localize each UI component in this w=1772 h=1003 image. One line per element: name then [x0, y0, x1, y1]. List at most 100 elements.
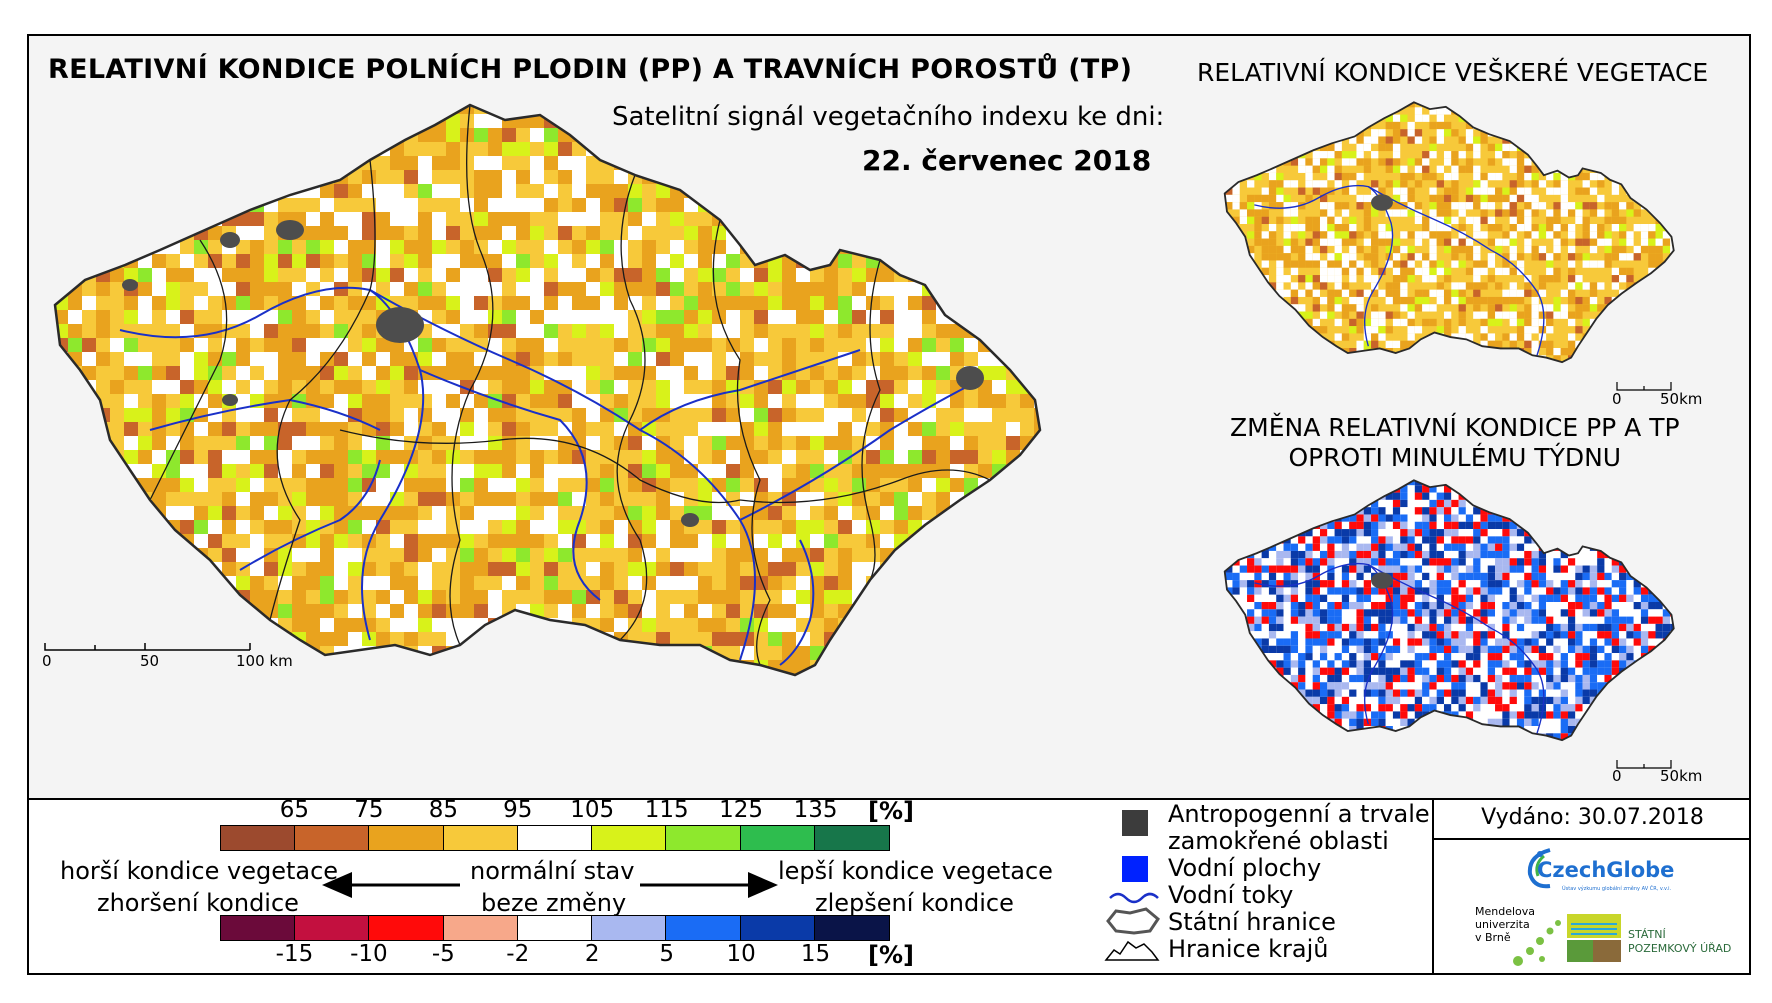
raster-cell — [1589, 499, 1598, 508]
raster-cell — [1048, 408, 1062, 422]
raster-cell — [264, 562, 278, 576]
raster-cell — [684, 352, 698, 366]
raster-cell — [208, 142, 222, 156]
raster-cell — [1582, 143, 1590, 152]
raster-cell — [684, 436, 698, 450]
raster-cell — [866, 226, 880, 240]
raster-cell — [432, 548, 446, 562]
raster-cell — [1268, 114, 1277, 122]
raster-cell — [1626, 275, 1634, 283]
raster-cell — [796, 436, 810, 450]
raster-cell — [1597, 129, 1605, 137]
raster-cell — [740, 450, 754, 464]
raster-cell — [978, 268, 992, 282]
raster-cell — [1006, 506, 1020, 520]
raster-cell — [1283, 231, 1291, 239]
raster-cell — [1319, 296, 1328, 305]
raster-cell — [824, 268, 838, 282]
raster-cell — [642, 506, 656, 520]
raster-cell — [1363, 202, 1372, 210]
raster-cell — [1655, 326, 1663, 334]
raster-cell — [138, 296, 152, 310]
raster-cell — [1327, 151, 1335, 159]
raster-cell — [1465, 550, 1474, 559]
raster-cell — [180, 590, 194, 604]
raster-cell — [1634, 370, 1641, 377]
raster-cell — [1414, 304, 1423, 312]
raster-cell — [796, 184, 810, 198]
raster-cell — [1349, 114, 1357, 122]
raster-cell — [516, 422, 530, 436]
raster-cell — [236, 352, 250, 366]
raster-cell — [824, 618, 838, 632]
raster-cell — [936, 660, 950, 674]
raster-cell — [796, 394, 810, 408]
raster-cell — [278, 114, 292, 128]
raster-cell — [1538, 224, 1547, 232]
raster-cell — [768, 436, 782, 450]
raster-cell — [1582, 260, 1590, 268]
raster-cell — [1341, 202, 1350, 210]
raster-cell — [1392, 311, 1401, 319]
raster-cell — [152, 436, 166, 450]
raster-cell — [1048, 366, 1062, 380]
raster-cell — [1407, 499, 1415, 508]
raster-cell — [1670, 348, 1674, 356]
raster-cell — [96, 352, 110, 366]
raster-cell — [698, 604, 712, 618]
raster-cell — [726, 352, 740, 366]
raster-cell — [1225, 151, 1233, 159]
raster-cell — [124, 352, 138, 366]
raster-cell — [810, 212, 824, 226]
raster-cell — [1283, 521, 1291, 530]
raster-cell — [1604, 536, 1612, 544]
raster-cell — [908, 632, 922, 646]
raster-cell — [1648, 348, 1656, 356]
raster-cell — [40, 296, 54, 310]
raster-cell — [418, 408, 432, 422]
raster-cell — [1254, 499, 1262, 508]
raster-cell — [1648, 363, 1655, 370]
raster-cell — [194, 352, 208, 366]
raster-cell — [992, 254, 1006, 268]
raster-cell — [698, 492, 712, 506]
raster-cell — [82, 436, 96, 450]
raster-cell — [1305, 580, 1313, 588]
raster-cell — [1619, 333, 1627, 341]
raster-cell — [1349, 136, 1357, 144]
raster-cell — [348, 506, 362, 520]
raster-cell — [376, 688, 390, 702]
raster-cell — [838, 506, 852, 520]
raster-cell — [96, 548, 110, 562]
raster-cell — [1451, 355, 1459, 363]
raster-cell — [1553, 238, 1561, 246]
raster-cell — [740, 394, 754, 408]
raster-cell — [922, 618, 936, 632]
raster-cell — [40, 324, 54, 338]
raster-cell — [1502, 296, 1510, 305]
raster-cell — [1378, 129, 1386, 137]
raster-cell — [40, 478, 54, 492]
raster-cell — [334, 520, 348, 534]
raster-cell — [1604, 558, 1612, 566]
raster-cell — [166, 226, 180, 240]
raster-cell — [1341, 151, 1350, 159]
raster-cell — [1334, 543, 1342, 551]
raster-cell — [1414, 572, 1423, 581]
raster-cell — [1268, 187, 1277, 195]
raster-cell — [1385, 209, 1393, 217]
raster-cell — [712, 464, 726, 478]
raster-cell — [1414, 492, 1423, 500]
raster-cell — [1232, 194, 1240, 203]
raster-cell — [1247, 587, 1255, 595]
raster-cell — [614, 296, 628, 310]
raster-cell — [1604, 355, 1612, 363]
raster-cell — [1677, 514, 1684, 521]
raster-cell — [1224, 158, 1226, 166]
raster-cell — [1633, 253, 1641, 261]
raster-cell — [628, 506, 642, 520]
raster-cell — [908, 282, 922, 296]
raster-cell — [1254, 529, 1262, 537]
raster-cell — [1509, 594, 1517, 602]
raster-cell — [82, 548, 96, 562]
